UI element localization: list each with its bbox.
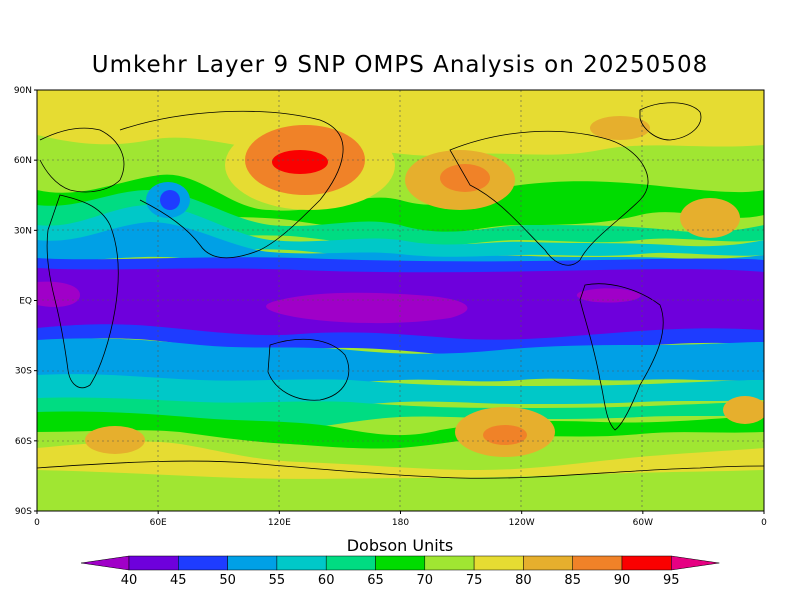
colorbar-level-label: 40 [121, 573, 138, 588]
lon-tick-label: 180 [392, 518, 409, 528]
colorbar-segment [325, 555, 376, 571]
colorbar-level-label: 90 [614, 573, 631, 588]
colorbar-level-label: 80 [515, 573, 532, 588]
contour-min-eq-40-indo [266, 292, 468, 324]
lat-tick-label: 90N [14, 86, 32, 96]
colorbar-title: Dobson Units [346, 536, 454, 555]
lon-tick-label: 60E [150, 518, 167, 528]
lat-tick-label: EQ [19, 297, 32, 307]
high-north-pacific-85 [440, 164, 490, 192]
contour-band-south-70 [37, 411, 764, 449]
high-south-indian-80 [85, 426, 145, 454]
colorbar-segment [473, 555, 524, 571]
colorbar-segment [128, 555, 179, 571]
colorbar-level-label: 60 [318, 573, 335, 588]
colorbar: 40 45 50 55 60 65 70 75 80 85 90 95 [80, 555, 720, 588]
colorbar-level-label: 65 [367, 573, 384, 588]
grid-lines [37, 90, 764, 511]
map-title: Umkehr Layer 9 SNP OMPS Analysis on 2025… [91, 52, 709, 78]
colorbar-arrow-low [80, 555, 130, 571]
contour-band-south-55 [37, 338, 764, 386]
contour-band-south-75 [37, 441, 764, 479]
lon-axis: 0 60E 120E 180 120W 60W 0 [34, 511, 767, 528]
colorbar-level-label: 75 [466, 573, 483, 588]
contour-band-north-green [37, 174, 764, 237]
colorbar-segment [621, 555, 672, 571]
coast-asia [119, 110, 344, 259]
lon-tick-label: 60W [633, 518, 653, 528]
colorbar-segment [572, 555, 623, 571]
colorbar-level-label: 50 [219, 573, 236, 588]
colorbar-level-label: 85 [564, 573, 581, 588]
colorbar-segment [424, 555, 475, 571]
lon-tick-label: 0 [34, 518, 40, 528]
coastlines [37, 102, 764, 479]
ozone-contour-field [37, 90, 764, 511]
coast-australia [267, 338, 350, 401]
lat-axis: 90N 60N 30N EQ 30S 60S 90S [14, 86, 37, 517]
high-north-atlantic-80 [680, 198, 740, 238]
lat-tick-label: 60N [14, 156, 32, 166]
high-south-atlantic-80 [723, 396, 764, 424]
colorbar-segment [276, 555, 327, 571]
lon-tick-label: 120W [509, 518, 535, 528]
contour-min-eq-40-pac [576, 288, 641, 303]
colorbar-arrow-high [671, 555, 720, 571]
high-arctic-east [590, 116, 650, 140]
coast-africa [46, 194, 119, 389]
lon-tick-label: 0 [761, 518, 767, 528]
colorbar-level-label: 55 [269, 573, 286, 588]
high-south-pacific-85 [483, 425, 527, 445]
lat-tick-label: 60S [15, 437, 32, 447]
coast-south-america [579, 283, 664, 431]
contour-min-eq-40-west [37, 281, 80, 307]
lat-tick-label: 30N [14, 226, 32, 236]
high-siberia-90 [272, 150, 328, 174]
colorbar-segment [227, 555, 278, 571]
coast-antarctica [37, 460, 764, 479]
coast-greenland [639, 102, 702, 141]
lon-tick-label: 120E [268, 518, 291, 528]
low-central-asia-50 [160, 190, 180, 210]
colorbar-level-label: 95 [663, 573, 680, 588]
colorbar-segment [375, 555, 426, 571]
coast-north-america [449, 130, 649, 266]
lat-tick-label: 30S [15, 367, 32, 377]
colorbar-level-label: 70 [417, 573, 434, 588]
colorbar-segment [178, 555, 228, 571]
lat-tick-label: 90S [15, 507, 32, 517]
colorbar-segment [523, 555, 573, 571]
colorbar-level-label: 45 [170, 573, 187, 588]
coast-europe [39, 127, 125, 193]
